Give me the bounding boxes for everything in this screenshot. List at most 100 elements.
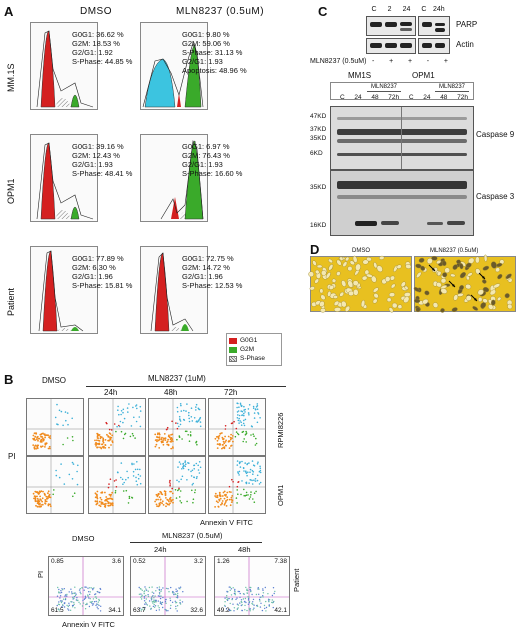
cell-cycle-stats-dmso: G0G1: 39.16 % G2M: 12.43 % G2/G1: 1.93 S-Ph… [72,142,132,178]
panel-d-header-mln: MLN8237 (0.5uM) [430,248,479,254]
stat-line: G2M: 12.43 % [72,151,120,160]
treatment-sign: - [426,58,430,65]
panel-a-header-dmso: DMSO [80,6,112,17]
panel-b-y-label-bottom: PI [36,570,45,578]
stat-line: G2/G1: 1.93 [72,160,113,169]
histogram-dmso [30,246,98,334]
stat-line: G2/G1: 1.92 [72,48,113,57]
quadrant-value-ll: 61.5 [51,607,64,614]
quadrant-value-ul: 0.52 [133,558,146,565]
stat-line: S-Phase: 31.13 % [182,48,243,57]
lane-label: 24 [354,94,362,101]
stat-line: G2M: 14.72 % [182,263,230,272]
stat-line: S-Phase: 12.53 % [182,281,243,290]
actin-blot-1 [366,38,416,54]
cell-cycle-stats-mln: G0G1: 6.97 % G2M: 76.43 % G2/G1: 1.93 S-Pha… [182,142,242,178]
cell-line-mm1s: MM1S [348,71,372,80]
lane-label: 72h [457,94,468,101]
legend-label-g2m: G2M [240,346,255,353]
cell-cycle-stats-dmso: G0G1: 36.62 % G2M: 18.53 % G2/G1: 1.92 S-Ph… [72,30,132,66]
legend-item-g2m: G2M [229,345,279,354]
panel-a-letter: A [4,4,14,19]
cell-cycle-stats-dmso: G0G1: 77.89 % G2M: 6.30 % G2/G1: 1.96 S-Pha… [72,254,132,290]
panel-b-col-header: 72h [224,388,238,397]
panel-b-row-label: RPMI8226 [276,412,285,448]
flow-scatter-plot [26,456,84,514]
panel-b-letter: B [4,372,14,387]
stat-line: S-Phase: 44.85 % [72,57,133,66]
lane-label: C [408,94,414,101]
patient-scatter-plot: 0.52 3.2 63.7 32.6 [130,556,206,616]
panel-b-bottom-col-header: 24h [154,545,167,554]
stat-line: G2M: 18.53 % [72,39,120,48]
flow-scatter-plot [208,456,266,514]
panel-b-treatment-bottom: MLN8237 (0.5uM) [162,531,223,540]
cell-cycle-stats-mln: G0G1: 9.80 % G2M: 59.06 % S-Phase: 31.13 %… [182,30,247,75]
panel-b-col-header: 24h [104,388,118,397]
cell-cycle-stats-mln: G0G1: 72.75 % G2M: 14.72 % G2/G1: 1.96 S-Ph… [182,254,242,290]
lane-label: C [421,6,427,13]
legend-item-g0g1: G0G1 [229,336,279,345]
legend-swatch-g0g1 [229,337,237,344]
panel-b-x-label-bottom: Annexin V FITC [62,620,115,629]
stat-line: G0G1: 6.97 % [182,142,230,151]
lane-label: 72h [388,94,400,101]
panel-d-header-dmso: DMSO [352,248,370,254]
mw-35kd-casp3: 35KD [310,184,327,191]
histogram-dmso [30,134,98,222]
legend-label-s-phase: S-Phase [240,355,265,362]
quadrant-value-ul: 0.85 [51,558,64,565]
panel-b-y-label: PI [8,452,16,461]
stat-line: G2M: 59.06 % [182,39,230,48]
treatment-sign: + [443,58,448,65]
lane-label: 48 [371,94,379,101]
stat-line: G0G1: 36.62 % [72,30,124,39]
panel-a-header-mln: MLN8237 (0.5uM) [176,6,265,17]
legend-label-g0g1: G0G1 [240,337,258,344]
histogram-mln [140,22,208,110]
flow-scatter-plot [88,456,146,514]
panel-a-legend: G0G1 G2M S-Phase [226,333,282,366]
legend-item-s-phase: S-Phase [229,354,279,363]
treatment-sign: + [389,58,394,65]
mw-6kd: 6KD [310,150,323,157]
stat-line: G2/G1: 1.96 [72,272,113,281]
quadrant-value-lr: 42.1 [274,607,287,614]
panel-b-col-header: DMSO [42,376,66,385]
mw-35kd: 35KD [310,135,327,142]
panel-b-row-label: OPM1 [276,484,285,506]
panel-a-row-label: MM.1S [6,63,16,92]
panel-c-top-lanes-1: C 2 24 [366,6,416,13]
lane-label: C [371,6,377,13]
treatment-sign: + [407,58,413,65]
panel-b-x-label: Annexin V FITC [200,518,253,527]
stat-line: S-Phase: 48.41 % [72,169,133,178]
panel-a-row-label: OPM1 [6,178,16,204]
panel-c-header-box: MLN8237 MLN8237 [330,82,474,100]
mw-47kd: 47KD [310,113,327,120]
flow-scatter-plot [148,398,206,456]
micrograph-mln8237 [413,254,516,313]
stat-line: G0G1: 9.80 % [182,30,230,39]
stat-line: G2M: 6.30 % [72,263,116,272]
patient-scatter-plot: 1.26 7.38 49.2 42.1 [214,556,290,616]
caspase9-label: Caspase 9 [476,130,515,139]
quadrant-value-ll: 63.7 [133,607,146,614]
actin-label: Actin [456,40,474,49]
lane-label: 24h [433,6,445,13]
stat-line: G2/G1: 1.93 [182,57,223,66]
treatment-sign: - [372,58,375,65]
lane-label: 2 [387,6,392,13]
panel-c-treatment-signs: - + + - + [372,58,448,65]
histogram-mln [140,134,208,222]
patient-scatter-plot: 0.85 3.6 61.5 34.1 [48,556,124,616]
stat-line: G0G1: 77.89 % [72,254,124,263]
panel-c-lane-labels: C 24 48 72h C 24 48 72h [340,94,468,101]
caspase3-blot [330,170,474,236]
panel-b-col-header: 48h [164,388,178,397]
panel-c-letter: C [318,4,328,19]
flow-scatter-plot [208,398,266,456]
quadrant-value-ur: 7.38 [274,558,287,565]
panel-b-treatment-top: MLN8237 (1uM) [148,374,206,383]
micrograph-dmso [308,255,412,313]
